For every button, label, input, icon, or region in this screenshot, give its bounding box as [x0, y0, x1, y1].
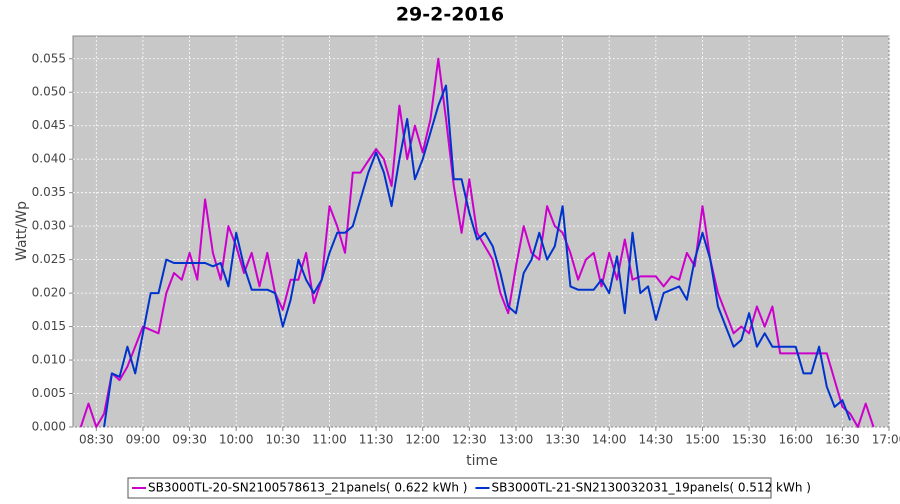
legend: SB3000TL-20-SN2100578613_21panels( 0.622… — [132, 481, 811, 495]
legend-label: SB3000TL-20-SN2100578613_21panels( 0.622… — [148, 481, 467, 495]
y-tick-label: 0.055 — [32, 51, 66, 65]
x-tick-label: 09:30 — [172, 433, 207, 447]
y-tick-label: 0.030 — [32, 219, 66, 233]
y-tick-label: 0.040 — [32, 152, 66, 166]
x-tick-label: 17:00 — [872, 433, 900, 447]
y-tick-label: 0.035 — [32, 185, 66, 199]
y-tick-label: 0.000 — [32, 420, 66, 434]
y-tick-label: 0.045 — [32, 118, 66, 132]
x-tick-label: 13:30 — [545, 433, 580, 447]
y-tick-label: 0.015 — [32, 319, 66, 333]
y-tick-label: 0.010 — [32, 353, 66, 367]
legend-label: SB3000TL-21-SN2130032031_19panels( 0.512… — [491, 481, 810, 495]
y-tick-label: 0.005 — [32, 386, 66, 400]
x-tick-label: 11:30 — [359, 433, 394, 447]
x-tick-label: 10:00 — [219, 433, 254, 447]
series-line — [103, 84, 852, 428]
chart-title: 29-2-2016 — [396, 4, 504, 26]
series-line — [79, 57, 875, 428]
x-tick-label: 16:00 — [778, 433, 813, 447]
x-tick-label: 08:30 — [79, 433, 114, 447]
legend-box — [127, 477, 772, 499]
x-axis-label: time — [466, 453, 498, 469]
x-tick-label: 15:30 — [732, 433, 767, 447]
x-tick-label: 09:00 — [126, 433, 161, 447]
x-tick-label: 12:30 — [452, 433, 487, 447]
x-tick-label: 12:00 — [405, 433, 440, 447]
x-tick-label: 14:30 — [639, 433, 674, 447]
y-tick-label: 0.050 — [32, 85, 66, 99]
x-tick-label: 16:30 — [825, 433, 860, 447]
x-tick-label: 14:00 — [592, 433, 627, 447]
x-tick-label: 13:00 — [499, 433, 534, 447]
x-tick-label: 10:30 — [266, 433, 301, 447]
y-axis-label: Watt/Wp — [14, 201, 30, 261]
x-tick-label: 11:00 — [312, 433, 347, 447]
y-tick-label: 0.020 — [32, 286, 66, 300]
plot-area — [72, 35, 890, 428]
y-tick-label: 0.025 — [32, 252, 66, 266]
x-tick-label: 15:00 — [685, 433, 720, 447]
